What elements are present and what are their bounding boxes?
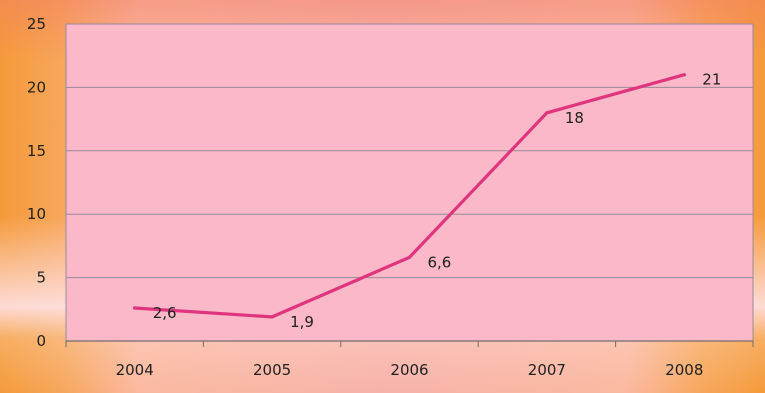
plot-area (65, 23, 754, 342)
x-tick-label: 2007 (528, 361, 566, 379)
y-axis: 0 5 10 15 20 25 (27, 15, 46, 350)
data-point (545, 111, 549, 115)
x-tick-label: 2004 (116, 361, 154, 379)
x-tick-label: 2005 (253, 361, 291, 379)
data-label: 1,9 (290, 313, 314, 331)
x-tick-label: 2006 (390, 361, 428, 379)
data-labels: 2,6 1,9 6,6 18 21 (133, 71, 721, 331)
data-label: 6,6 (428, 253, 452, 271)
data-label: 21 (702, 71, 721, 89)
data-point (133, 306, 137, 310)
y-tick-label: 20 (27, 78, 46, 96)
data-label: 2,6 (153, 304, 177, 322)
data-point (682, 73, 686, 77)
data-point (270, 315, 274, 319)
data-label: 18 (565, 109, 584, 127)
x-axis: 2004 2005 2006 2007 2008 (65, 340, 754, 379)
x-tick-label: 2008 (665, 361, 703, 379)
data-point (407, 255, 412, 259)
y-tick-label: 5 (36, 269, 46, 287)
y-tick-label: 10 (27, 205, 46, 223)
y-tick-label: 25 (27, 15, 46, 33)
y-tick-label: 0 (36, 332, 46, 350)
y-tick-label: 15 (27, 142, 46, 160)
